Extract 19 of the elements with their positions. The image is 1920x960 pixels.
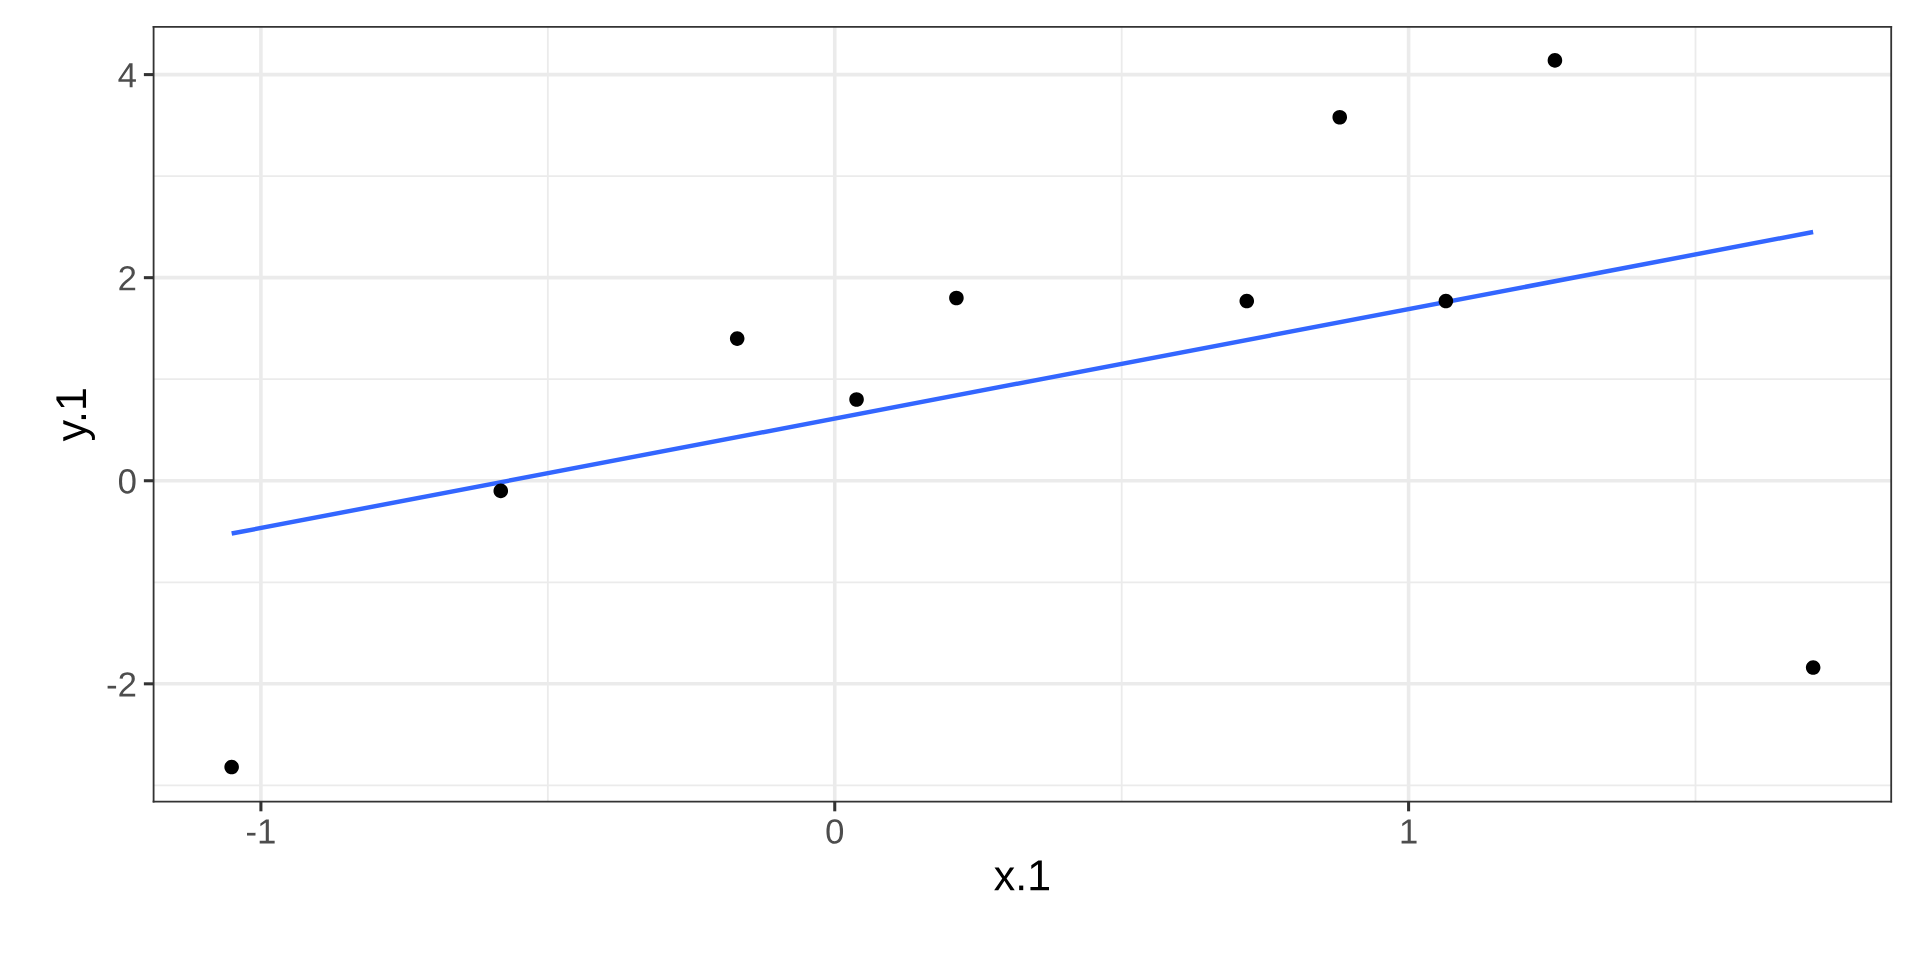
point: [1332, 109, 1348, 125]
point: [729, 331, 745, 346]
point: [1239, 293, 1255, 309]
x-tick-label: -1: [247, 819, 275, 844]
point: [849, 392, 864, 407]
y-tick-label: -2: [107, 672, 136, 697]
point: [1547, 53, 1563, 68]
y-tick-label: 2: [119, 266, 136, 291]
y-axis-title: y.1: [56, 389, 95, 442]
point: [1438, 293, 1454, 309]
x-axis-title: x.1: [994, 860, 1050, 891]
x-tick-label: 1: [1401, 819, 1417, 844]
y-tick-label: 4: [118, 63, 136, 88]
point: [949, 290, 964, 306]
point: [1805, 660, 1821, 675]
y-tick-label: 0: [118, 469, 136, 494]
x-tick-label: 0: [826, 819, 844, 844]
point: [493, 483, 509, 499]
point: [224, 759, 239, 775]
